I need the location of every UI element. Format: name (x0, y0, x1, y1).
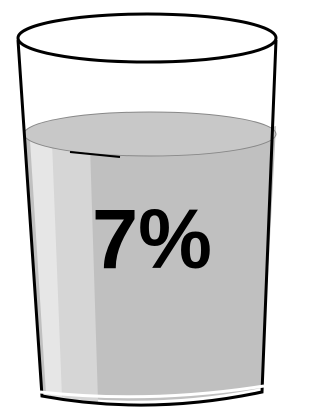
glass-rim (18, 14, 276, 62)
glass-illustration: 7% (0, 0, 278, 412)
liquid-surface (24, 112, 276, 156)
percent-label: 7% (92, 192, 212, 286)
page: 7% (() => { const data = JSON.parse(docu… (0, 0, 278, 412)
